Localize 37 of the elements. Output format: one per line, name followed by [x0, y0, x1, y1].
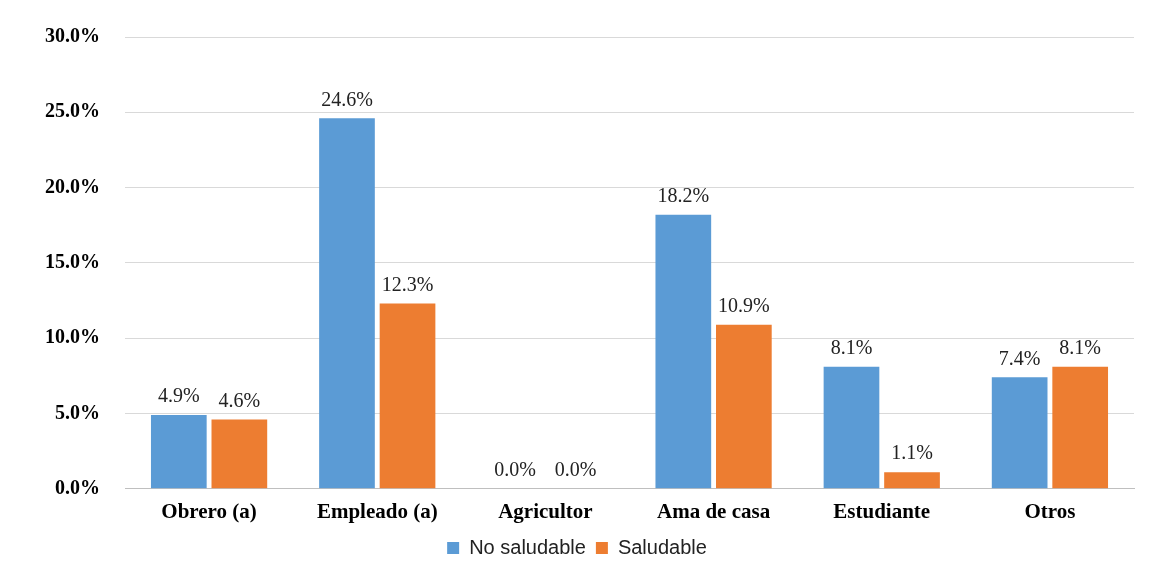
text: 10.9%: [718, 293, 770, 316]
text: 12.3%: [381, 272, 434, 295]
text: 24.6%: [321, 87, 373, 110]
x-tick-label: Estudiante: [833, 498, 931, 523]
x-tick-label: Obrero (a): [161, 498, 257, 523]
bar: [379, 303, 436, 489]
bar: [319, 118, 375, 489]
legend-label: Saludable: [617, 535, 707, 558]
y-tick-label: 5.0%: [55, 400, 100, 423]
x-tick-label: Empleado (a): [316, 498, 438, 523]
bar: [991, 377, 1048, 489]
y-tick-label: 25.0%: [45, 99, 100, 122]
bar: [211, 419, 268, 489]
bar: [823, 366, 880, 489]
text: 4.9%: [157, 384, 200, 407]
text: 4.6%: [218, 388, 261, 411]
text: 1.1%: [891, 441, 933, 464]
y-tick-label: 15.0%: [45, 250, 100, 273]
bar: [716, 324, 772, 489]
text: 18.2%: [657, 183, 710, 206]
bar: [655, 214, 712, 489]
y-tick-label: 20.0%: [45, 174, 100, 197]
bar: [884, 472, 940, 489]
text: 0.0%: [554, 458, 597, 481]
text: 0.0%: [494, 458, 536, 481]
x-tick-label: Ama de casa: [657, 498, 771, 523]
x-tick-label: Agricultor: [498, 498, 593, 523]
y-tick-label: 10.0%: [45, 325, 100, 348]
legend-label: No saludable: [469, 535, 586, 558]
bar: [150, 415, 207, 489]
bar: [1052, 366, 1109, 489]
text: 7.4%: [998, 346, 1041, 369]
x-tick-label: Otros: [1024, 498, 1076, 523]
text: 8.1%: [830, 336, 873, 359]
text: 8.1%: [1059, 336, 1102, 359]
y-tick-label: 0.0%: [55, 475, 100, 498]
y-tick-label: 30.0%: [45, 24, 100, 47]
